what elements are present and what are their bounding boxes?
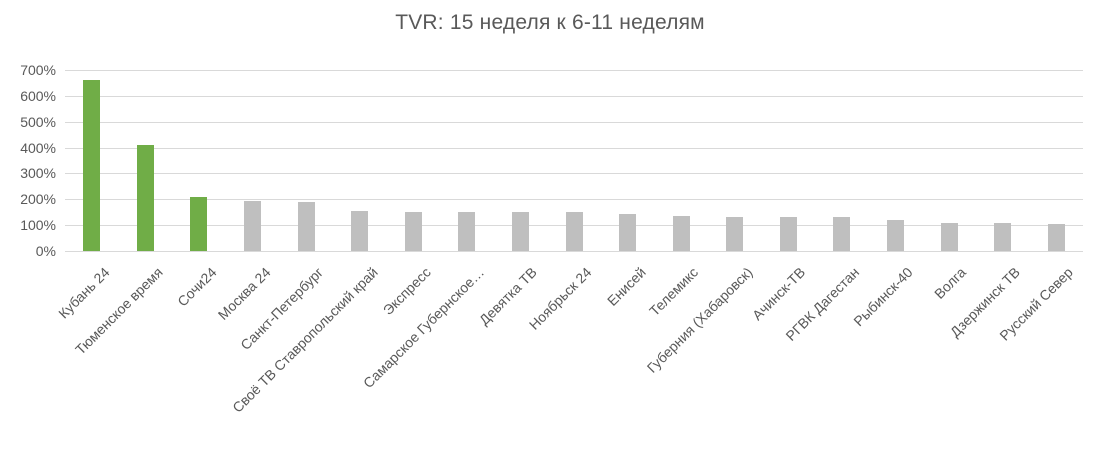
gridline	[65, 96, 1083, 97]
y-tick-label: 700%	[20, 62, 56, 78]
y-tick-label: 100%	[20, 217, 56, 233]
bar	[887, 220, 904, 251]
x-category-label: Волга	[931, 264, 970, 302]
x-category-label: Енисей	[603, 264, 649, 309]
bar	[566, 212, 583, 251]
bar	[244, 201, 261, 251]
bar	[726, 217, 743, 251]
chart-title: TVR: 15 неделя к 6-11 неделям	[395, 11, 705, 34]
bar	[780, 217, 797, 251]
x-category-label: Экспресс	[379, 264, 434, 319]
y-tick-label: 200%	[20, 191, 56, 207]
bar	[994, 223, 1011, 251]
bar	[833, 217, 850, 251]
gridline	[65, 122, 1083, 123]
y-tick-label: 400%	[20, 140, 56, 156]
bar	[351, 211, 368, 251]
bar	[941, 223, 958, 251]
gridline	[65, 148, 1083, 149]
bar	[190, 197, 207, 251]
gridline	[65, 173, 1083, 174]
bar	[405, 212, 422, 251]
bar	[673, 216, 690, 251]
plot-area	[65, 70, 1083, 252]
y-tick-label: 300%	[20, 165, 56, 181]
gridline	[65, 199, 1083, 200]
bar	[619, 214, 636, 251]
gridline	[65, 251, 1083, 252]
y-tick-label: 600%	[20, 88, 56, 104]
bar	[458, 212, 475, 251]
x-category-label: Сочи24	[173, 264, 220, 310]
bar	[83, 80, 100, 251]
bar	[1048, 224, 1065, 251]
x-axis: Кубань 24 Тюменское время Сочи24 Москва 24 С…	[55, 252, 1083, 453]
bar	[298, 202, 315, 251]
bar	[137, 145, 154, 251]
x-category-label: Телемикс	[646, 264, 702, 319]
x-category-label: Губерния (Хабаровск)	[643, 264, 756, 376]
gridline	[65, 70, 1083, 71]
bar	[512, 212, 529, 251]
y-tick-label: 500%	[20, 114, 56, 130]
y-tick-label: 0%	[35, 243, 56, 259]
